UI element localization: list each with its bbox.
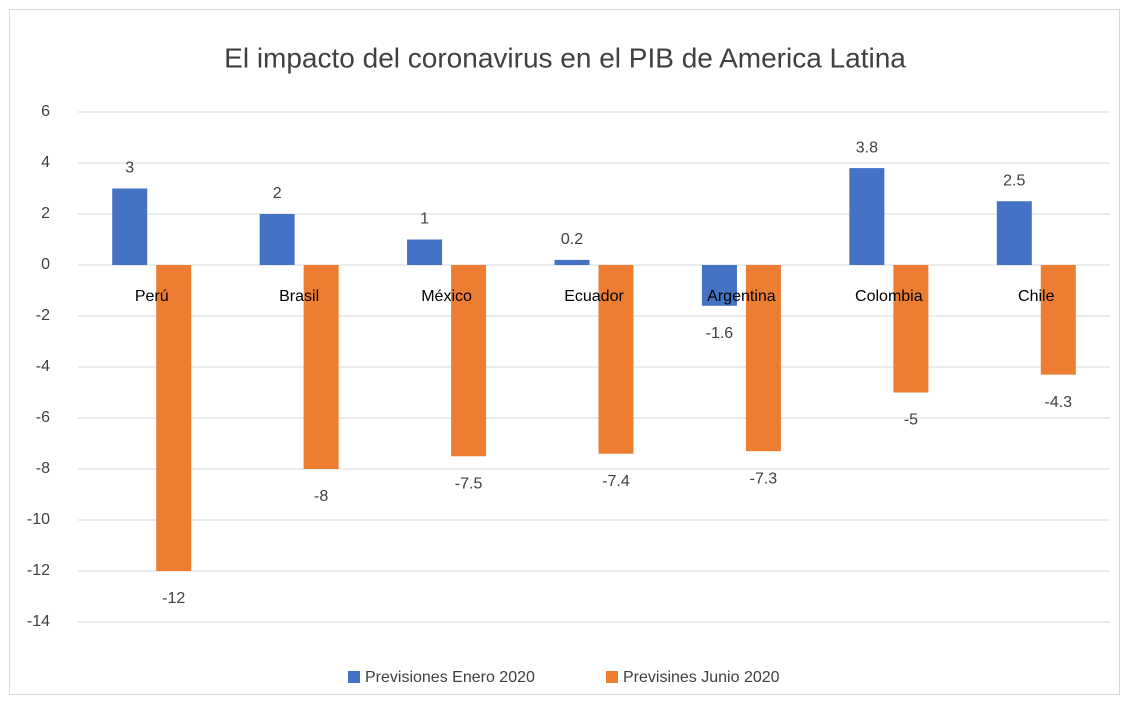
- y-tick-label: -4: [36, 358, 50, 375]
- data-label: 2: [273, 185, 282, 202]
- y-tick-label: 2: [41, 205, 50, 222]
- x-tick-label: Ecuador: [564, 288, 624, 305]
- data-label: -5: [904, 412, 918, 429]
- bar: [893, 265, 929, 393]
- data-label: -1.6: [706, 325, 734, 342]
- chart-title: El impacto del coronavirus en el PIB de …: [224, 42, 906, 73]
- chart-frame: [9, 9, 1120, 695]
- legend-swatch: [606, 671, 618, 683]
- y-tick-label: 6: [41, 103, 50, 120]
- bar: [407, 239, 443, 265]
- bar: [554, 259, 590, 265]
- y-tick-label: -2: [36, 307, 50, 324]
- x-tick-label: Argentina: [707, 288, 776, 305]
- y-tick-label: -12: [27, 562, 50, 579]
- data-label: -7.4: [602, 473, 630, 490]
- data-label: -7.3: [750, 470, 778, 487]
- data-label: -8: [314, 488, 328, 505]
- data-label: 0.2: [561, 231, 583, 248]
- y-tick-label: -6: [36, 409, 50, 426]
- data-label: 3: [125, 160, 134, 177]
- bar: [996, 201, 1032, 265]
- y-tick-label: 0: [41, 256, 50, 273]
- data-label: -12: [162, 590, 185, 607]
- y-tick-label: -10: [27, 511, 50, 528]
- y-tick-label: 4: [41, 154, 50, 171]
- x-tick-label: Brasil: [279, 288, 319, 305]
- data-label: 2.5: [1003, 172, 1025, 189]
- bar: [849, 168, 885, 265]
- y-tick-label: -14: [27, 613, 50, 630]
- data-label: -7.5: [455, 475, 483, 492]
- data-label: -4.3: [1044, 394, 1072, 411]
- y-tick-label: -8: [36, 460, 50, 477]
- legend-label: Previsiones Enero 2020: [365, 669, 535, 686]
- x-tick-label: Chile: [1018, 288, 1055, 305]
- bar: [156, 265, 192, 571]
- bar: [598, 265, 634, 454]
- bar: [259, 214, 295, 265]
- x-tick-label: Perú: [135, 288, 169, 305]
- bar: [303, 265, 339, 469]
- x-tick-label: México: [421, 288, 472, 305]
- bar: [451, 265, 487, 457]
- bar: [701, 265, 737, 306]
- data-label: 3.8: [856, 139, 878, 156]
- bar: [1040, 265, 1076, 375]
- data-label: 1: [420, 211, 429, 228]
- legend-swatch: [348, 671, 360, 683]
- bar: [112, 188, 148, 265]
- bar: [745, 265, 781, 452]
- x-tick-label: Colombia: [855, 288, 923, 305]
- legend-label: Previsines Junio 2020: [623, 669, 780, 686]
